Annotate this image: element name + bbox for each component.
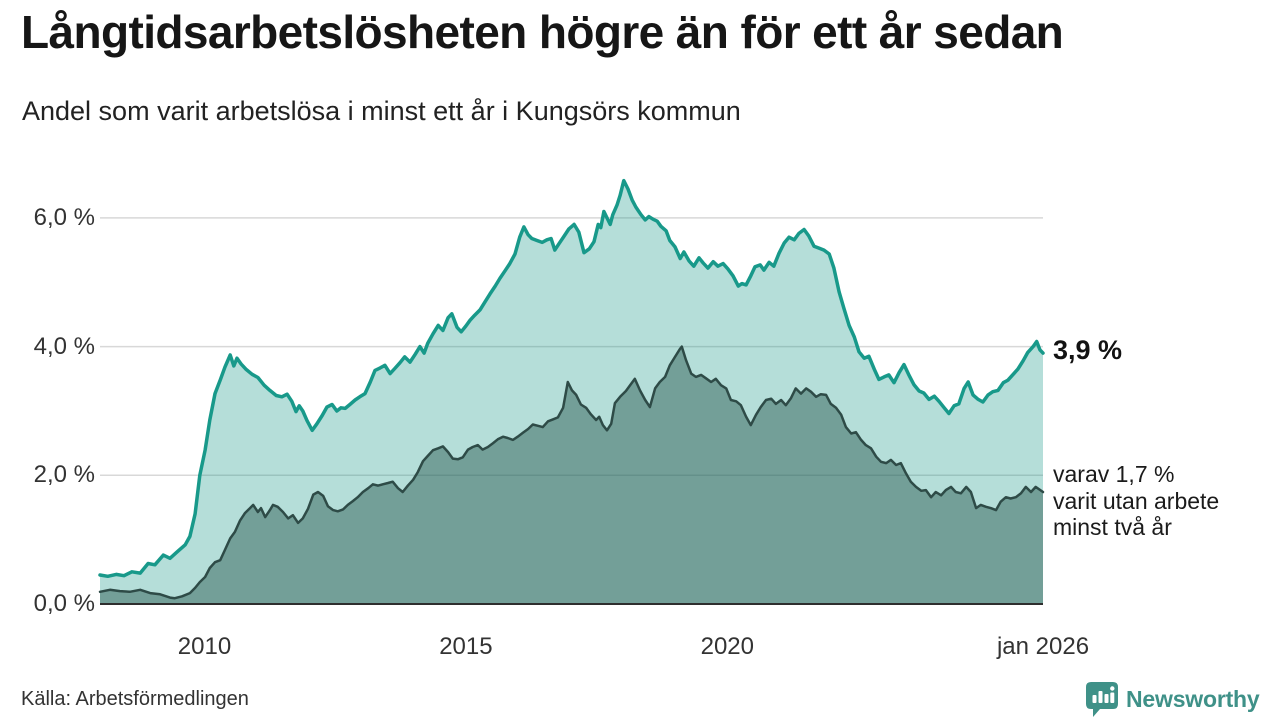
x-axis-tick-label: jan 2026	[996, 633, 1090, 660]
x-axis-tick-label: 2020	[700, 633, 754, 660]
two-year-annotation: varav 1,7 % varit utan arbete minst två …	[1053, 461, 1219, 541]
two-year-annotation-line: varit utan arbete	[1053, 487, 1220, 514]
y-axis-tick-label: 0,0 %	[33, 590, 95, 617]
series-area-two-year	[100, 346, 1043, 604]
y-axis-tick-label: 2,0 %	[33, 461, 95, 489]
newsworthy-logo: Newsworthy	[1085, 681, 1260, 718]
newsworthy-logo-icon	[1086, 682, 1118, 717]
y-axis-tick-label: 6,0 %	[33, 203, 95, 231]
two-year-annotation-line: minst två år	[1053, 514, 1172, 540]
page-title: Långtidsarbetslösheten högre än för ett …	[21, 6, 1064, 58]
page-subtitle: Andel som varit arbetslösa i minst ett å…	[22, 96, 741, 126]
x-axis: 2010 2015 2020 jan 2026	[0, 633, 1280, 663]
y-axis-tick-label: 4,0 %	[33, 332, 95, 360]
latest-value-label: 3,9 %	[1053, 335, 1123, 365]
series-line-one-year	[98, 178, 1045, 579]
newsworthy-logo-text: Newsworthy	[1126, 686, 1260, 712]
source-label: Källa: Arbetsförmedlingen	[21, 688, 249, 710]
x-axis-tick-label: 2015	[439, 633, 493, 660]
x-axis-tick-label: 2010	[177, 633, 232, 660]
series-line-two-year	[98, 345, 1045, 600]
series-area-one-year	[100, 180, 1043, 604]
two-year-annotation-line: varav 1,7 %	[1053, 461, 1175, 487]
